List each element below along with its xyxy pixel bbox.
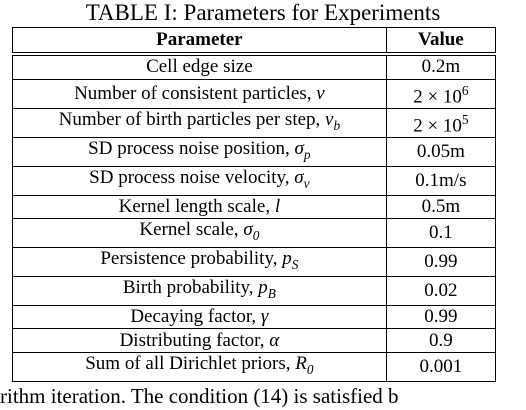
table-row: Decaying factor, γ 0.99 [12, 304, 497, 330]
table-row: SD process noise position, σp 0.05m [12, 137, 497, 168]
table-header-row: Parameter Value [12, 27, 497, 53]
table-row: Persistence probability, pS 0.99 [12, 247, 497, 278]
parameter-cell: Decaying factor, γ [12, 304, 387, 330]
table-row: Birth probability, pB 0.02 [12, 276, 497, 306]
table-row: Distributing factor, α 0.9 [12, 328, 497, 354]
value-cell: 0.5m [385, 194, 497, 220]
value-cell: 2 × 105 [385, 107, 497, 139]
parameter-cell: Distributing factor, α [12, 328, 387, 354]
value-cell: 0.99 [385, 247, 497, 278]
value-cell: 0.02 [385, 276, 497, 306]
table-caption: TABLE I: Parameters for Experiments [85, 0, 441, 25]
table-row: SD process noise velocity, σv 0.1m/s [12, 166, 497, 196]
parameter-cell: Sum of all Dirichlet priors, R0 [12, 352, 387, 382]
header-value: Value [385, 27, 497, 53]
table-row: Cell edge size 0.2m [12, 55, 497, 80]
header-parameter: Parameter [12, 27, 387, 53]
header-double-rule [12, 52, 496, 56]
value-cell: 0.99 [385, 304, 497, 330]
value-cell: 0.05m [385, 137, 497, 168]
parameters-table: Parameter Value Cell edge size 0.2m Number… [12, 27, 497, 382]
cut-off-body-text: rithm iteration. The condition (14) is s… [0, 386, 399, 408]
parameter-cell: Number of consistent particles, ν [12, 78, 387, 109]
parameter-cell: Kernel scale, σ0 [12, 218, 387, 249]
value-cell: 0.001 [385, 352, 497, 382]
value-cell: 0.1 [385, 218, 497, 249]
value-cell: 0.1m/s [385, 166, 497, 196]
parameter-cell: SD process noise position, σp [12, 137, 387, 168]
table-row: Kernel scale, σ0 0.1 [12, 218, 497, 249]
value-cell: 2 × 106 [385, 78, 497, 109]
value-cell: 0.2m [385, 55, 497, 80]
parameter-cell: Birth probability, pB [12, 276, 387, 306]
table-row: Kernel length scale, l 0.5m [12, 194, 497, 220]
table-row: Number of birth particles per step, νb 2 … [12, 107, 497, 139]
value-cell: 0.9 [385, 328, 497, 354]
parameter-cell: Persistence probability, pS [12, 247, 387, 278]
parameter-cell: Kernel length scale, l [12, 194, 387, 220]
parameter-cell: Cell edge size [12, 55, 387, 80]
table-row: Sum of all Dirichlet priors, R0 0.001 [12, 352, 497, 382]
parameter-cell: Number of birth particles per step, νb [12, 107, 387, 139]
parameter-cell: SD process noise velocity, σv [12, 166, 387, 196]
